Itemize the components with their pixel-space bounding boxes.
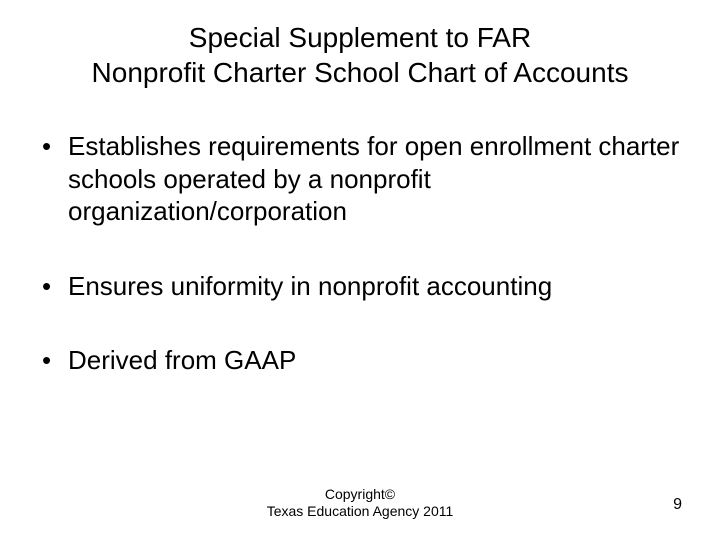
bullet-item: Ensures uniformity in nonprofit accounti…	[38, 270, 690, 303]
slide-container: Special Supplement to FAR Nonprofit Char…	[0, 0, 720, 540]
footer-line-1: Copyright©	[325, 486, 395, 502]
bullet-item: Derived from GAAP	[38, 344, 690, 377]
bullet-item: Establishes requirements for open enroll…	[38, 130, 690, 228]
page-number: 9	[673, 496, 682, 514]
slide-title: Special Supplement to FAR Nonprofit Char…	[30, 20, 690, 90]
title-line-1: Special Supplement to FAR	[189, 22, 531, 53]
title-line-2: Nonprofit Charter School Chart of Accoun…	[92, 57, 629, 88]
bullet-list: Establishes requirements for open enroll…	[30, 130, 690, 377]
footer-copyright: Copyright© Texas Education Agency 2011	[0, 486, 720, 520]
footer-line-2: Texas Education Agency 2011	[267, 503, 454, 519]
